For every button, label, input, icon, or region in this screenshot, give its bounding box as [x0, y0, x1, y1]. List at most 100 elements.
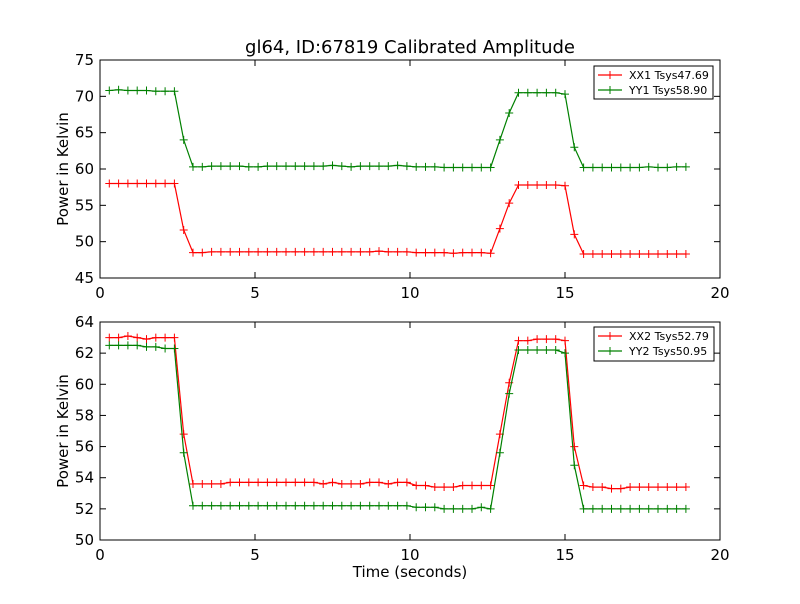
data-point-marker: [161, 344, 170, 353]
data-point-marker: [179, 430, 188, 439]
data-point-marker: [170, 344, 179, 353]
data-point-marker: [486, 249, 495, 258]
data-point-marker: [384, 479, 393, 488]
data-point-marker: [151, 342, 160, 351]
data-point-marker: [440, 248, 449, 257]
data-point-marker: [672, 162, 681, 171]
data-point-marker: [123, 332, 132, 341]
y-tick-label: 54: [75, 469, 94, 487]
data-point-marker: [421, 162, 430, 171]
data-point-marker: [244, 501, 253, 510]
data-point-marker: [133, 333, 142, 342]
data-point-marker: [588, 504, 597, 513]
data-point-marker: [105, 179, 114, 188]
data-point-marker: [579, 481, 588, 490]
data-point-marker: [207, 162, 216, 171]
data-point-marker: [375, 478, 383, 487]
data-point-marker: [533, 88, 542, 97]
legend-marker: [606, 86, 614, 94]
data-point-marker: [393, 478, 402, 487]
y-tick-label: 45: [75, 269, 94, 287]
y-tick-label: 56: [75, 438, 94, 456]
data-point-marker: [337, 479, 346, 488]
data-point-marker: [402, 162, 411, 171]
data-point-marker: [282, 501, 290, 510]
data-point-marker: [226, 247, 235, 256]
x-tick-label: 5: [250, 546, 260, 564]
data-point-marker: [551, 180, 560, 189]
y-tick-label: 60: [75, 375, 94, 393]
x-tick-label: 20: [710, 284, 729, 302]
plot-panel-2: 0 5 10 15 20 50 52 54 56 58 60 62 64 Power in Kelvin T…: [54, 313, 730, 581]
data-point-marker: [309, 501, 318, 510]
legend-label: YY1 Tsys58.90: [628, 84, 707, 97]
data-point-marker: [672, 250, 681, 259]
data-point-marker: [644, 483, 653, 492]
data-point-marker: [189, 162, 197, 171]
data-point-marker: [337, 162, 346, 171]
data-point-marker: [272, 247, 281, 256]
data-point-marker: [254, 162, 263, 171]
x-tick-label: 0: [95, 284, 105, 302]
data-point-marker: [179, 226, 188, 235]
y-tick-label: 70: [75, 87, 94, 105]
data-point-marker: [244, 478, 253, 487]
y-axis-label: Power in Kelvin: [54, 112, 72, 226]
y-tick-label: 62: [75, 344, 94, 362]
data-point-marker: [430, 162, 439, 171]
data-point-marker: [226, 162, 235, 171]
data-point-marker: [282, 478, 290, 487]
data-point-marker: [542, 346, 551, 355]
data-point-marker: [654, 250, 662, 259]
data-point-marker: [635, 483, 644, 492]
x-tick-label: 20: [710, 546, 729, 564]
data-point-marker: [533, 335, 542, 344]
data-point-marker: [291, 247, 300, 256]
data-point-marker: [123, 179, 132, 188]
y-tick-label: 58: [75, 406, 94, 424]
data-point-marker: [198, 248, 207, 257]
data-point-marker: [142, 179, 151, 188]
legend-label: XX2 Tsys52.79: [629, 330, 709, 343]
data-point-marker: [393, 161, 402, 170]
data-point-marker: [598, 163, 607, 172]
data-point-marker: [514, 336, 523, 345]
data-point-marker: [254, 501, 263, 510]
data-point-marker: [495, 135, 504, 144]
data-point-marker: [449, 504, 458, 513]
data-point-marker: [551, 346, 560, 355]
data-point-marker: [216, 501, 225, 510]
data-point-marker: [161, 87, 170, 96]
legend-marker: [606, 71, 614, 79]
data-point-marker: [533, 346, 542, 355]
data-point-marker: [105, 86, 114, 95]
data-point-marker: [402, 247, 411, 256]
data-point-marker: [430, 503, 439, 512]
data-point-marker: [468, 481, 476, 490]
data-point-marker: [347, 479, 356, 488]
data-point-marker: [449, 163, 458, 172]
data-point-marker: [561, 336, 569, 345]
data-point-marker: [616, 484, 625, 493]
data-point-marker: [644, 250, 653, 259]
data-point-marker: [505, 389, 514, 398]
data-point-marker: [663, 483, 672, 492]
y-tick-label: 52: [75, 500, 94, 518]
data-point-marker: [133, 179, 142, 188]
data-point-marker: [523, 346, 532, 355]
data-point-marker: [300, 478, 309, 487]
data-point-marker: [161, 179, 170, 188]
data-point-marker: [384, 162, 393, 171]
data-point-marker: [635, 163, 644, 172]
data-point-marker: [263, 501, 272, 510]
data-point-marker: [282, 247, 290, 256]
data-point-marker: [123, 341, 132, 350]
data-point-marker: [114, 341, 123, 350]
data-point-marker: [468, 504, 476, 513]
data-point-marker: [282, 162, 290, 171]
data-point-marker: [477, 481, 486, 490]
data-point-marker: [551, 335, 560, 344]
data-point-marker: [654, 504, 662, 513]
y-tick-label: 55: [75, 196, 94, 214]
